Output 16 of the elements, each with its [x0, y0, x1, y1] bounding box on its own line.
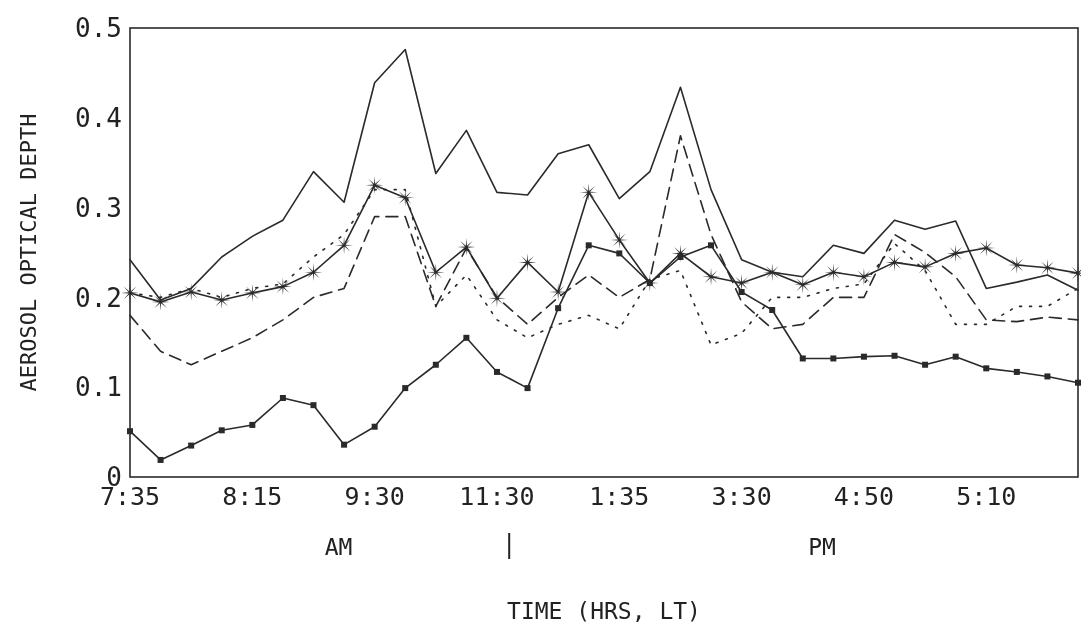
x-tick-label: 8:15 [222, 482, 283, 511]
y-tick-label: 0.5 [75, 13, 122, 44]
x-tick-label: 5:10 [956, 482, 1017, 511]
text: PM [808, 534, 836, 560]
x-tick-label: 3:30 [711, 482, 772, 511]
y-tick-label: 0.4 [75, 102, 122, 133]
x-tick-label: 11:30 [459, 482, 535, 511]
text: AM [324, 534, 353, 560]
y-axis-title: AEROSOL OPTICAL DEPTH [16, 113, 41, 392]
x-tick-label: 4:50 [833, 482, 895, 511]
x-tick-label: 1:35 [589, 482, 650, 511]
y-tick-label: 0.1 [75, 372, 122, 403]
y-tick-label: 0.2 [75, 282, 122, 313]
x-axis-title: TIME (HRS, LT) [507, 598, 701, 624]
y-tick-label: 0.3 [75, 192, 122, 223]
x-tick-label: 9:30 [344, 482, 405, 511]
